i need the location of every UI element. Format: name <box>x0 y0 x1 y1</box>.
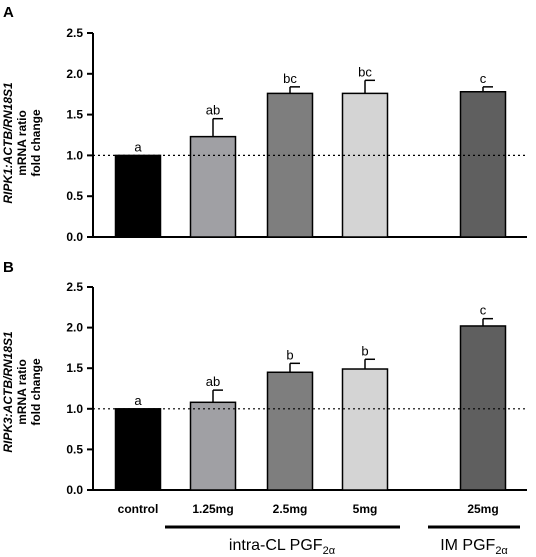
panel-b-bar-1 <box>189 401 237 491</box>
panel-b-ylabel-line2: mRNA ratio <box>15 359 29 425</box>
group-label-im: IM PGF2α <box>440 537 508 557</box>
x-category-labels: control 1.25mg 2.5mg 5mg 25mg <box>118 502 499 516</box>
panel-a-sig-label-3: bc <box>358 64 372 79</box>
x-label-1-25mg: 1.25mg <box>192 502 233 516</box>
panel-a-sig-label-2: bc <box>283 71 297 86</box>
panel-a-ytick-label: 1.5 <box>66 108 83 122</box>
panel-a-ytick-label: 1.0 <box>66 148 83 162</box>
panel-b-ytick-label: 1.5 <box>66 361 83 375</box>
panel-a-sig-label-0: a <box>134 139 142 154</box>
panel-a-letter: A <box>3 4 14 21</box>
x-label-2-5mg: 2.5mg <box>273 502 308 516</box>
panel-b-ytick-label: 1.0 <box>66 402 83 416</box>
panel-b-sig-label-4: c <box>480 303 487 318</box>
panel-b-ylabel-gene: RIPK3:ACTB/RN18S1 <box>1 331 15 453</box>
panel-a-bar-3 <box>341 92 389 238</box>
panel-b-sig-label-3: b <box>361 343 368 358</box>
panel-b-sig-label-0: a <box>134 393 142 408</box>
panel-a-sig-label-1: ab <box>206 103 220 118</box>
panel-a-ytick-label: 0.5 <box>66 189 83 203</box>
panel-a-ylabel: RIPK1:ACTB/RN18S1 mRNA ratio fold change <box>1 82 43 204</box>
panel-b-bar-4 <box>459 325 507 491</box>
x-label-5mg: 5mg <box>353 502 378 516</box>
panel-a-bar-4 <box>459 91 507 238</box>
panel-a-ytick-label: 0.0 <box>66 230 83 244</box>
panel-b-ylabel-line3: fold change <box>29 358 43 426</box>
panel-b-ytick-label: 2.0 <box>66 321 83 335</box>
panel-a-plot: 0.0 0.5 1.0 1.5 2.0 2.5 a ab bc bc c <box>66 26 527 244</box>
panel-b-ytick-label: 0.5 <box>66 442 83 456</box>
x-label-control: control <box>118 502 159 516</box>
panel-b-bar-0 <box>114 408 162 491</box>
panel-a-ylabel-line2: mRNA ratio <box>15 110 29 176</box>
panel-a-ytick-label: 2.0 <box>66 67 83 81</box>
panel-b-ytick-label: 2.5 <box>66 280 83 294</box>
panel-a-sig-label-4: c <box>480 71 487 86</box>
panel-b-ytick-label: 0.0 <box>66 483 83 497</box>
panel-b-ylabel: RIPK3:ACTB/RN18S1 mRNA ratio fold change <box>1 331 43 453</box>
panel-a-ytick-label: 2.5 <box>66 26 83 40</box>
panel-a-ylabel-line3: fold change <box>29 109 43 177</box>
panel-b-sig-label-1: ab <box>206 374 220 389</box>
panel-a-bar-1 <box>189 135 237 238</box>
panel-b-sig-label-2: b <box>286 347 293 362</box>
panel-a-ylabel-gene: RIPK1:ACTB/RN18S1 <box>1 82 15 204</box>
group-label-intra-cl: intra-CL PGF2α <box>229 537 336 557</box>
panel-b-plot: 0.0 0.5 1.0 1.5 2.0 2.5 a ab b b c <box>66 280 527 497</box>
panel-a-bar-2 <box>266 92 314 238</box>
panel-b-bar-3 <box>341 368 389 491</box>
panel-b-letter: B <box>3 259 14 276</box>
panel-a-bar-0 <box>114 154 162 238</box>
x-label-25mg: 25mg <box>467 502 498 516</box>
panel-b-bar-2 <box>266 371 314 491</box>
